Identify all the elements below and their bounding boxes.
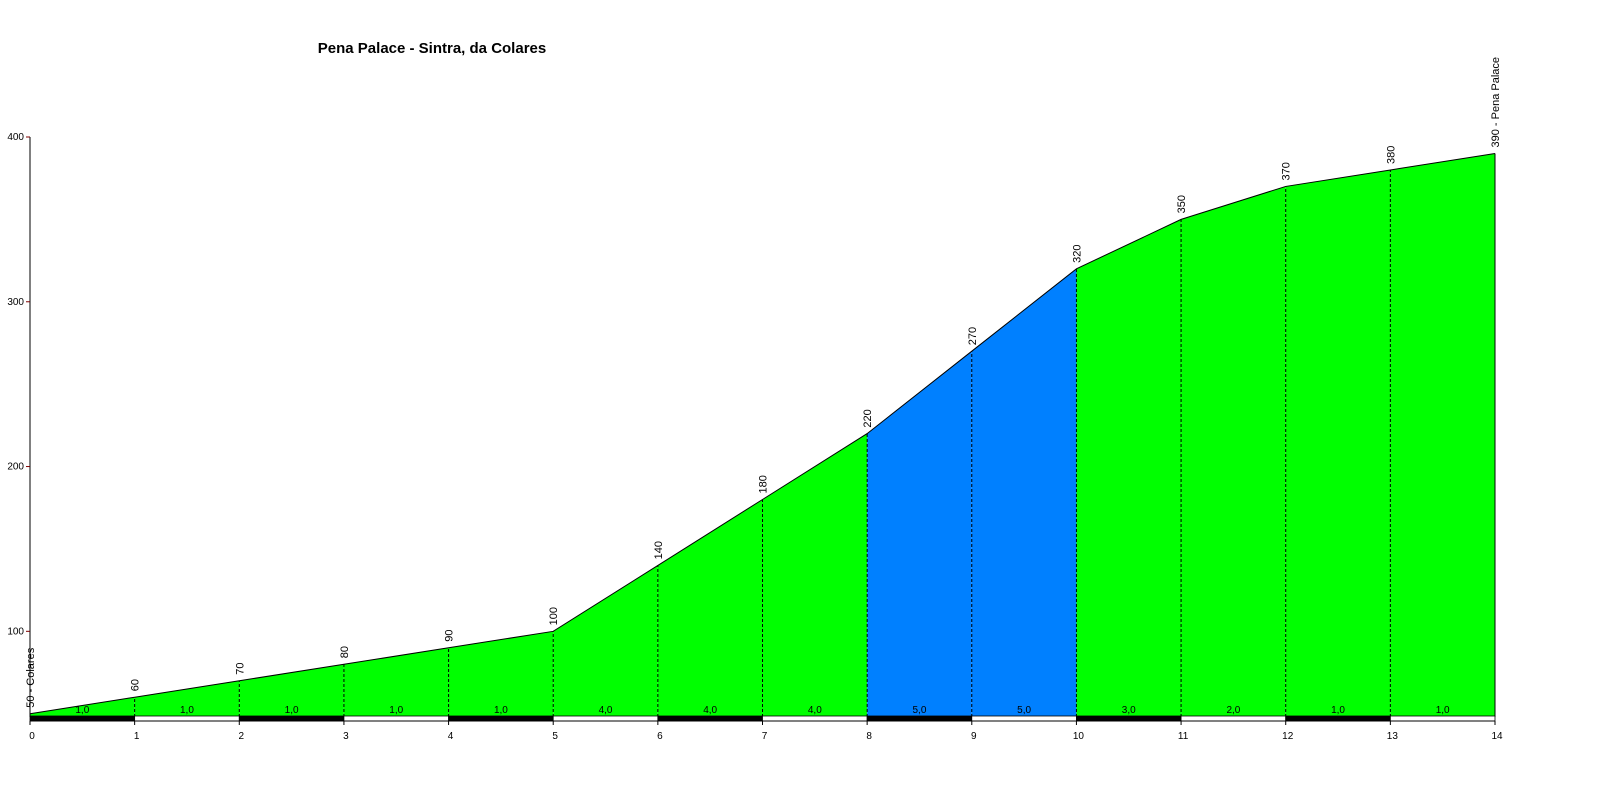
elevation-label: 380 [1385, 146, 1397, 164]
elevation-label: 60 [130, 679, 142, 691]
elevation-label: 390 - Pena Palace [1490, 57, 1502, 148]
elevation-label: 140 [653, 541, 665, 559]
grade-label: 1,0 [285, 705, 299, 716]
elevation-label: 100 [548, 607, 560, 625]
grade-label: 3,0 [1122, 705, 1136, 716]
x-tick-label: 12 [1282, 731, 1294, 742]
x-tick-label: 3 [343, 731, 349, 742]
profile-line [29, 152, 1496, 715]
grade-segment [657, 499, 763, 717]
elevation-label: 180 [758, 475, 770, 493]
elevation-label: 350 [1176, 195, 1188, 213]
grade-label: 5,0 [1017, 705, 1031, 716]
km-strip [448, 715, 554, 722]
grade-segment [971, 268, 1077, 717]
x-tick-label: 13 [1387, 731, 1399, 742]
x-tick-label: 9 [971, 731, 977, 742]
chart-title: Pena Palace - Sintra, da Colares [318, 40, 546, 57]
x-tick-label: 14 [1491, 731, 1503, 742]
x-tick-label: 0 [29, 731, 35, 742]
grade-segment [1285, 169, 1391, 718]
elevation-label: 80 [339, 646, 351, 658]
km-strip [1389, 715, 1496, 722]
x-tick-label: 11 [1178, 731, 1189, 742]
km-strip [29, 715, 136, 722]
km-strip [238, 715, 345, 722]
elevation-label: 320 [1071, 244, 1083, 262]
km-strip [134, 715, 240, 722]
elevation-label: 270 [967, 327, 979, 345]
grade-segment [448, 631, 554, 717]
x-tick-label: 5 [552, 731, 558, 742]
grade-segment [1076, 219, 1182, 718]
km-strip [866, 715, 973, 722]
grade-label: 4,0 [599, 705, 613, 716]
grade-label: 1,0 [389, 705, 403, 716]
elevation-label: 70 [234, 663, 246, 675]
km-strip [552, 715, 659, 722]
grade-label: 1,0 [75, 705, 89, 716]
km-strip [971, 715, 1077, 722]
grade-label: 1,0 [494, 705, 508, 716]
km-strip [1180, 715, 1287, 722]
x-tick-label: 7 [762, 731, 768, 742]
km-strip [762, 715, 868, 722]
grade-segment [867, 351, 972, 717]
elevation-label: 220 [862, 409, 874, 427]
x-tick-label: 2 [239, 731, 245, 742]
x-tick-label: 4 [448, 731, 454, 742]
grade-segment [30, 697, 135, 717]
grade-label: 5,0 [913, 705, 927, 716]
y-tick-label: 100 [7, 626, 24, 637]
x-tick-label: 10 [1073, 731, 1085, 742]
km-strip [1285, 715, 1391, 722]
grade-label: 1,0 [1331, 705, 1345, 716]
km-strip [343, 715, 449, 722]
grade-segment [343, 647, 449, 717]
grade-label: 1,0 [180, 705, 194, 716]
elevation-label: 90 [444, 630, 456, 642]
grade-segment [1390, 153, 1495, 717]
elevation-label: 370 [1281, 162, 1293, 180]
grade-segment [1181, 186, 1286, 717]
elevation-label: 50 - Colares [25, 647, 37, 707]
grade-segment [762, 433, 868, 717]
km-strip [657, 715, 763, 722]
y-tick-label: 400 [7, 132, 24, 143]
y-tick-label: 300 [7, 297, 24, 308]
grade-segment [134, 680, 240, 717]
x-tick-label: 8 [866, 731, 872, 742]
grade-label: 2,0 [1226, 705, 1240, 716]
x-tick-label: 6 [657, 731, 663, 742]
grade-segment [553, 565, 658, 717]
km-strip [1076, 715, 1182, 722]
y-tick-label: 200 [7, 462, 24, 473]
grade-label: 4,0 [703, 705, 717, 716]
x-tick-label: 1 [134, 731, 140, 742]
grade-label: 1,0 [1436, 705, 1450, 716]
grade-segment [239, 664, 344, 717]
grade-label: 4,0 [808, 705, 822, 716]
